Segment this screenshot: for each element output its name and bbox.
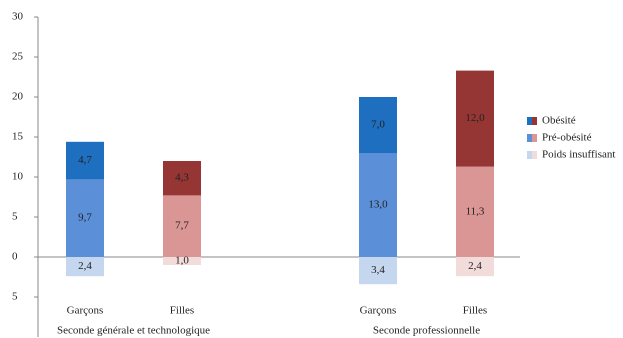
x-tick-label: Garçons xyxy=(360,305,397,317)
data-label: 7,0 xyxy=(371,119,385,131)
group-label: Seconde professionnelle xyxy=(373,325,480,337)
y-tick-label: 0 xyxy=(12,251,18,263)
y-tick-label: 5 xyxy=(12,211,18,223)
bar-segment xyxy=(163,195,201,257)
bar-segment xyxy=(359,97,397,153)
bar-segment xyxy=(163,161,201,196)
x-tick-label: Filles xyxy=(170,305,194,317)
data-label: 13,0 xyxy=(368,199,388,211)
bar-segment xyxy=(66,141,104,180)
legend-swatch xyxy=(532,117,537,125)
y-tick-label: 10 xyxy=(12,171,24,183)
legend-swatch xyxy=(527,117,532,125)
data-label: 4,7 xyxy=(78,154,92,166)
data-label: 9,7 xyxy=(78,212,92,224)
bar-segment xyxy=(456,166,494,257)
data-label: 2,4 xyxy=(468,260,482,272)
bar-segment xyxy=(456,70,494,167)
bar-segment xyxy=(359,153,397,257)
data-label: 3,4 xyxy=(371,264,385,276)
y-tick-label: 30 xyxy=(12,11,24,23)
legend-label: Obésité xyxy=(542,115,576,127)
y-tick-label: 5 xyxy=(12,291,18,303)
y-tick-label: 20 xyxy=(12,91,24,103)
legend-label: Poids insuffisant xyxy=(542,149,615,161)
x-tick-label: Filles xyxy=(463,305,487,317)
data-label: 1,0 xyxy=(175,255,189,267)
data-label: 4,3 xyxy=(175,172,189,184)
legend-swatch xyxy=(532,134,537,142)
legend-swatch xyxy=(527,151,532,159)
data-label: 2,4 xyxy=(78,260,92,272)
data-label: 7,7 xyxy=(175,220,189,232)
bar-segment xyxy=(359,257,397,285)
x-tick-label: Garçons xyxy=(67,305,104,317)
legend-swatch xyxy=(527,134,532,142)
bar-segment xyxy=(66,179,104,257)
bar-segment xyxy=(456,257,494,277)
data-label: 11,3 xyxy=(466,205,485,217)
legend-label: Pré-obésité xyxy=(542,132,592,144)
group-label: Seconde générale et technologique xyxy=(57,325,210,337)
y-tick-label: 25 xyxy=(12,51,24,63)
bar-segment xyxy=(66,257,104,277)
data-label: 12,0 xyxy=(465,112,485,124)
y-tick-label: 15 xyxy=(12,131,24,143)
legend-swatch xyxy=(532,151,537,159)
bar-segment xyxy=(163,257,201,265)
